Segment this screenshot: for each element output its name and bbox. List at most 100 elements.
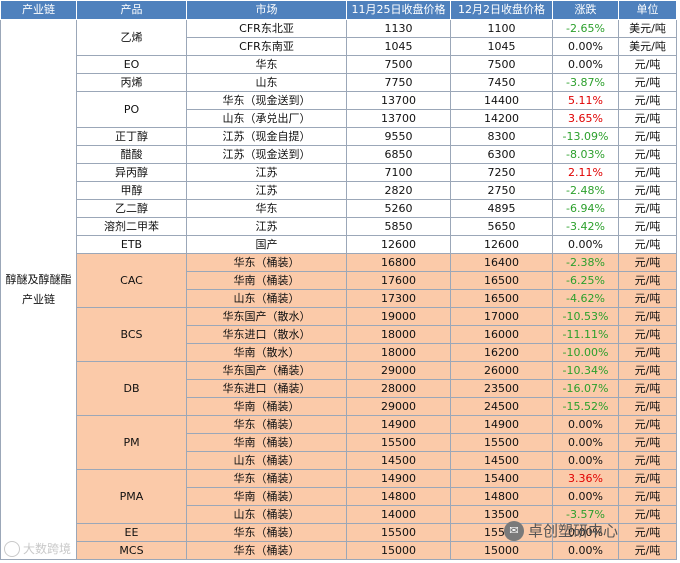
unit-cell: 元/吨 [618,397,677,416]
market-cell: 华东（桶装） [186,523,347,542]
price-nov25-cell: 14900 [346,415,451,434]
market-cell: 华东 [186,55,347,74]
watermark-right-text: 卓创塑研中心 [528,522,619,540]
price-dec2-cell: 15000 [450,541,553,560]
unit-cell: 美元/吨 [618,37,677,56]
table-row: BCS 华东国产（散水） 19000 17000 -10.53% 元/吨 [1,307,677,362]
header-row: 产业链 产品 市场 11月25日收盘价格 12月2日收盘价格 涨跌 单位 [0,0,677,20]
price-nov25-cell: 18000 [346,325,451,344]
product-cell: 乙二醇 [76,199,187,218]
unit-cell: 元/吨 [618,199,677,218]
table-row: 华南（桶装） 14800 14800 0.00% 元/吨 [1,487,677,506]
market-cell: 华东（现金送到） [186,91,347,110]
price-dec2-cell: 16500 [450,289,553,308]
change-cell: 0.00% [552,37,619,56]
price-nov25-cell: 6850 [346,145,451,164]
product-cell: DB [76,361,187,416]
unit-cell: 元/吨 [618,415,677,434]
unit-cell: 元/吨 [618,163,677,182]
table-row: EO 华东 7500 7500 0.00% 元/吨 [1,55,677,74]
price-dec2-cell: 4895 [450,199,553,218]
market-cell: CFR东北亚 [186,19,347,38]
table-row: 溶剂二甲苯 江苏 5850 5650 -3.42% 元/吨 [1,217,677,236]
watermark-left: 大数跨境 [4,540,71,557]
market-cell: 华东国产（散水） [186,307,347,326]
watermark-logo-icon [4,540,20,557]
table-row: PM 华东（桶装） 14900 14900 0.00% 元/吨 [1,415,677,470]
product-cell: PO [76,91,187,128]
wechat-icon: ✉ [504,520,524,541]
market-cell: 华南（桶装） [186,433,347,452]
price-dec2-cell: 2750 [450,181,553,200]
market-cell: 华东 [186,199,347,218]
price-dec2-cell: 6300 [450,145,553,164]
table-row: 乙二醇 华东 5260 4895 -6.94% 元/吨 [1,199,677,218]
price-dec2-cell: 14500 [450,451,553,470]
market-cell: 华东（桶装） [186,253,347,272]
change-cell: -16.07% [552,379,619,398]
change-cell: 0.00% [552,55,619,74]
unit-cell: 元/吨 [618,253,677,272]
change-cell: 0.00% [552,487,619,506]
unit-cell: 元/吨 [618,505,677,524]
price-dec2-cell: 26000 [450,361,553,380]
change-cell: 0.00% [552,433,619,452]
change-cell: 3.65% [552,109,619,128]
price-dec2-cell: 17000 [450,307,553,326]
market-cell: 华南（散水） [186,343,347,362]
price-nov25-cell: 7500 [346,55,451,74]
product-cell: 甲醇 [76,181,187,200]
market-cell: 华南（桶装） [186,487,347,506]
change-cell: 0.00% [552,415,619,434]
unit-cell: 元/吨 [618,487,677,506]
market-cell: 江苏 [186,181,347,200]
table-row: 山东（桶装） 14500 14500 0.00% 元/吨 [1,451,677,470]
change-cell: -11.11% [552,325,619,344]
header-product: 产品 [76,0,187,20]
product-cell: EE [76,523,187,542]
price-dec2-cell: 14200 [450,109,553,128]
price-dec2-cell: 16500 [450,271,553,290]
table-row: 山东（桶装） 17300 16500 -4.62% 元/吨 [1,289,677,308]
change-cell: -3.42% [552,217,619,236]
change-cell: -10.53% [552,307,619,326]
market-cell: 山东（承兑出厂） [186,109,347,128]
market-cell: 华东进口（散水） [186,325,347,344]
price-nov25-cell: 19000 [346,307,451,326]
product-cell: BCS [76,307,187,362]
market-cell: 华东（桶装） [186,415,347,434]
header-change: 涨跌 [552,0,619,20]
price-nov25-cell: 18000 [346,343,451,362]
table-row: DB 华东国产（桶装） 29000 26000 -10.34% 元/吨 [1,361,677,416]
price-dec2-cell: 23500 [450,379,553,398]
price-dec2-cell: 13500 [450,505,553,524]
price-nov25-cell: 5850 [346,217,451,236]
market-cell: 华东（桶装） [186,541,347,560]
price-nov25-cell: 7100 [346,163,451,182]
table-row: PO 华东（现金送到） 13700 14400 5.11% 元/吨 [1,91,677,128]
change-cell: 0.00% [552,235,619,254]
price-nov25-cell: 14000 [346,505,451,524]
table-row: 华南（桶装） 15500 15500 0.00% 元/吨 [1,433,677,452]
change-cell: 0.00% [552,541,619,560]
price-dec2-cell: 8300 [450,127,553,146]
change-cell: -6.94% [552,199,619,218]
price-dec2-cell: 24500 [450,397,553,416]
table-row: 华东进口（桶装） 28000 23500 -16.07% 元/吨 [1,379,677,398]
change-cell: 0.00% [552,451,619,470]
table-row: 醋酸 江苏（现金送到） 6850 6300 -8.03% 元/吨 [1,145,677,164]
price-nov25-cell: 13700 [346,91,451,110]
price-dec2-cell: 14800 [450,487,553,506]
unit-cell: 元/吨 [618,127,677,146]
header-chain: 产业链 [0,0,77,20]
table-row: PMA 华东（桶装） 14900 15400 3.36% 元/吨 [1,469,677,524]
market-cell: 江苏 [186,163,347,182]
unit-cell: 元/吨 [618,145,677,164]
header-price-dec2: 12月2日收盘价格 [450,0,553,20]
price-dec2-cell: 14400 [450,91,553,110]
price-dec2-cell: 16000 [450,325,553,344]
price-nov25-cell: 16800 [346,253,451,272]
price-nov25-cell: 9550 [346,127,451,146]
price-nov25-cell: 1045 [346,37,451,56]
